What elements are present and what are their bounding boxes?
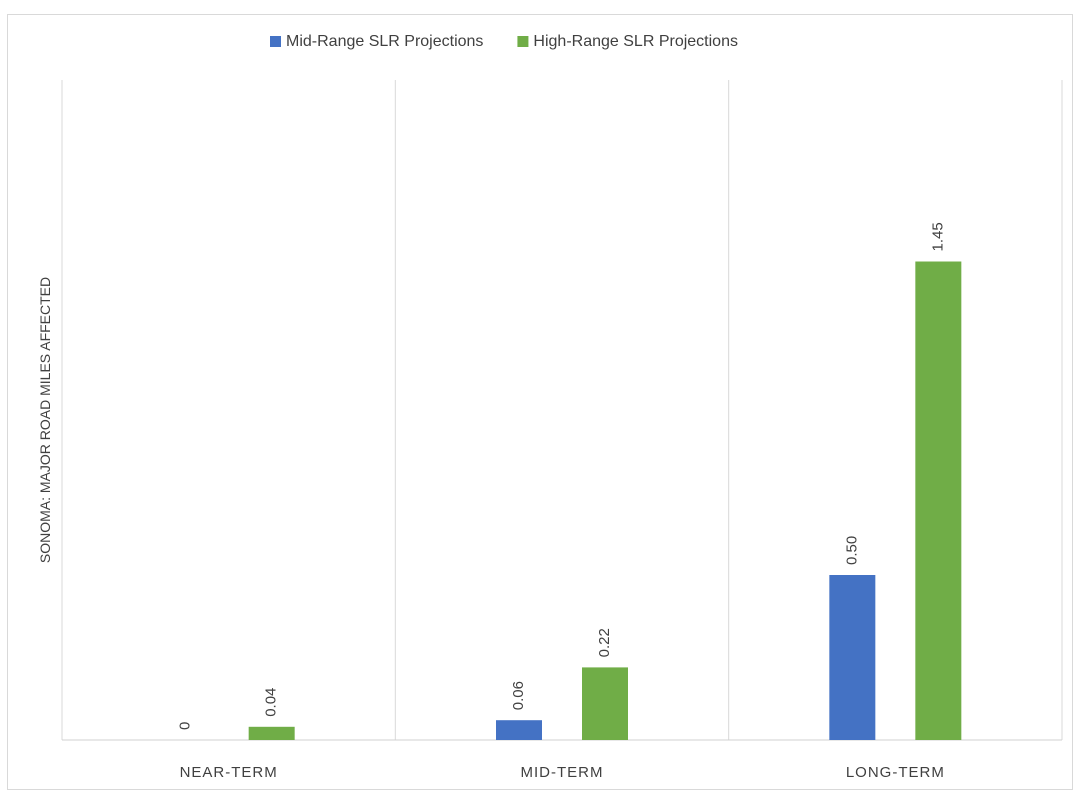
y-axis-label: SONOMA: MAJOR ROAD MILES AFFECTED — [37, 277, 53, 563]
data-labels: 0 0.04 0.06 0.22 0.50 1.45 — [177, 222, 947, 730]
bar-high-mid-term — [582, 667, 628, 740]
bars — [248, 261, 962, 740]
x-tick-label-mid-term: MID-TERM — [521, 764, 604, 781]
legend-label-mid: Mid-Range SLR Projections — [286, 33, 483, 50]
chart-frame — [7, 14, 1073, 790]
x-tick-label-near-term: NEAR-TERM — [180, 764, 278, 781]
bar-high-near-term — [248, 726, 295, 740]
x-tick-label-long-term: LONG-TERM — [846, 764, 945, 781]
legend-item-mid: Mid-Range SLR Projections — [270, 33, 483, 50]
data-label-high-mid-term: 0.22 — [596, 628, 613, 657]
data-label-high-near-term: 0.04 — [263, 688, 280, 717]
bar-high-long-term — [915, 261, 962, 740]
data-label-mid-mid-term: 0.06 — [510, 681, 527, 710]
x-tick-labels: NEAR-TERM MID-TERM LONG-TERM — [180, 764, 945, 781]
data-label-mid-long-term: 0.50 — [843, 536, 860, 565]
data-label-high-long-term: 1.45 — [929, 222, 946, 251]
legend-swatch-high — [517, 36, 529, 47]
data-label-mid-near-term: 0 — [177, 722, 194, 730]
category-gridlines — [61, 80, 1063, 740]
legend-item-high: High-Range SLR Projections — [517, 33, 738, 50]
bar-mid-mid-term — [496, 720, 542, 740]
bar-mid-long-term — [829, 575, 876, 740]
legend-label-high: High-Range SLR Projections — [533, 33, 738, 50]
legend: Mid-Range SLR Projections High-Range SLR … — [270, 33, 738, 50]
legend-swatch-mid — [270, 36, 281, 47]
